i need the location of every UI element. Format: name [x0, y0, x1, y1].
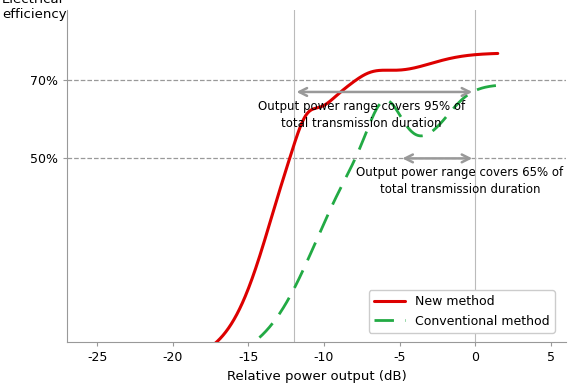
- Conventional method: [324, 214, 331, 219]
- Conventional method: [79, 363, 86, 368]
- X-axis label: Relative power output (dB): Relative power output (dB): [226, 369, 406, 383]
- Text: Output power range covers 65% of
total transmission duration: Output power range covers 65% of total t…: [356, 166, 563, 196]
- New method: [324, 101, 331, 106]
- Conventional method: [186, 361, 193, 366]
- New method: [356, 75, 363, 80]
- Y-axis label: Electrical
efficiency: Electrical efficiency: [2, 0, 67, 21]
- Conventional method: [267, 324, 274, 329]
- Conventional method: [356, 146, 363, 151]
- New method: [392, 68, 399, 73]
- New method: [152, 360, 159, 364]
- Legend: New method, Conventional method: New method, Conventional method: [368, 290, 555, 332]
- New method: [79, 361, 86, 366]
- Conventional method: [392, 105, 399, 110]
- New method: [186, 355, 193, 360]
- New method: [494, 51, 501, 56]
- Conventional method: [494, 83, 501, 88]
- New method: [267, 220, 274, 224]
- Text: Output power range covers 95% of
total transmission duration: Output power range covers 95% of total t…: [258, 100, 465, 130]
- Line: New method: New method: [82, 54, 498, 364]
- Conventional method: [152, 362, 159, 367]
- Line: Conventional method: Conventional method: [82, 85, 498, 366]
